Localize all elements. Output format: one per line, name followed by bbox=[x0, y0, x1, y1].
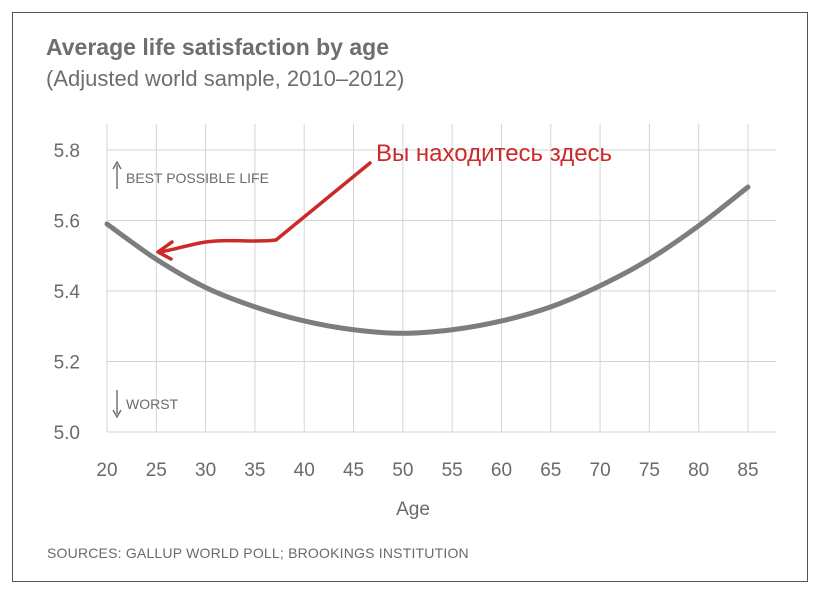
chart-subtitle: (Adjusted world sample, 2010–2012) bbox=[46, 66, 405, 91]
x-tick-label: 30 bbox=[195, 460, 216, 481]
worst-label: WORST bbox=[126, 396, 179, 412]
x-tick-label: 80 bbox=[688, 460, 709, 481]
x-tick-label: 35 bbox=[244, 460, 265, 481]
x-tick-label: 25 bbox=[146, 460, 167, 481]
y-tick-label: 5.0 bbox=[54, 423, 80, 444]
x-tick-label: 65 bbox=[540, 460, 561, 481]
data-point bbox=[352, 328, 356, 332]
data-point bbox=[204, 285, 208, 289]
y-tick-label: 5.4 bbox=[54, 282, 81, 303]
y-tick-label: 5.8 bbox=[54, 141, 80, 162]
worst-annotation: WORST bbox=[112, 390, 179, 419]
x-tick-label: 60 bbox=[491, 460, 512, 481]
data-point bbox=[253, 305, 257, 309]
chart-frame bbox=[12, 12, 808, 582]
data-point bbox=[598, 284, 602, 288]
best-annotation: BEST POSSIBLE LIFE bbox=[112, 160, 269, 189]
y-tick-label: 5.2 bbox=[54, 353, 80, 374]
source-note: SOURCES: GALLUP WORLD POLL; BROOKINGS IN… bbox=[47, 545, 469, 561]
x-tick-label: 50 bbox=[392, 460, 413, 481]
red-arrow-icon bbox=[158, 161, 372, 254]
y-tick-labels: 5.0 5.2 5.4 5.6 5.8 bbox=[54, 141, 81, 444]
data-point bbox=[105, 222, 109, 226]
you-are-here-label: Вы находитесь здесь bbox=[376, 140, 612, 167]
series-line-life-satisfaction bbox=[104, 184, 751, 336]
x-axis-label: Age bbox=[396, 499, 430, 520]
x-tick-label: 55 bbox=[442, 460, 463, 481]
chart-title: Average life satisfaction by age bbox=[46, 34, 390, 60]
best-label: BEST POSSIBLE LIFE bbox=[126, 170, 269, 186]
x-tick-label: 85 bbox=[737, 460, 758, 481]
you-are-here-annotation: Вы находитесь здесь bbox=[156, 140, 612, 261]
x-tick-label: 45 bbox=[343, 460, 364, 481]
data-point bbox=[450, 328, 454, 332]
x-tick-labels: 20 25 30 35 40 45 50 55 60 65 70 75 80 85 bbox=[96, 460, 758, 481]
x-tick-label: 70 bbox=[590, 460, 611, 481]
y-tick-label: 5.6 bbox=[54, 212, 80, 233]
series-points bbox=[105, 185, 750, 335]
data-point bbox=[697, 224, 701, 228]
data-point bbox=[302, 319, 306, 323]
data-point bbox=[647, 257, 651, 261]
down-arrow-head-icon bbox=[112, 409, 122, 419]
data-point bbox=[549, 305, 553, 309]
x-tick-label: 40 bbox=[294, 460, 315, 481]
data-point bbox=[154, 257, 158, 261]
red-arrow-head-icon bbox=[156, 240, 174, 261]
x-tick-label: 75 bbox=[639, 460, 660, 481]
data-point bbox=[499, 319, 503, 323]
data-point bbox=[746, 185, 750, 189]
data-point bbox=[401, 331, 405, 335]
x-tick-label: 20 bbox=[96, 460, 117, 481]
up-arrow-head-icon bbox=[112, 160, 122, 170]
